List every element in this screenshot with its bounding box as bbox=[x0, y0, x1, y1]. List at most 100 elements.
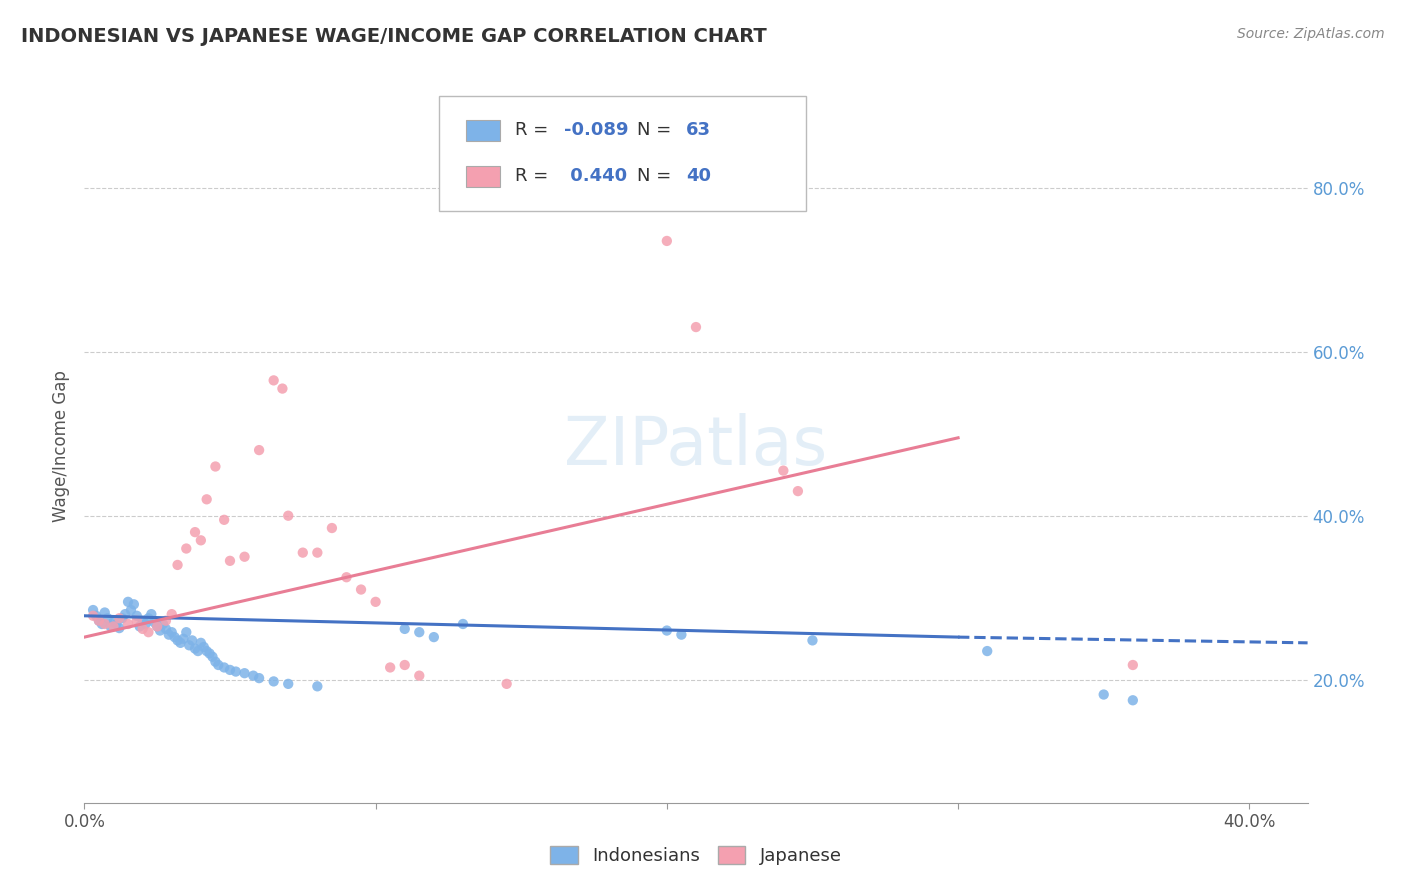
Point bbox=[93, 617, 115, 632]
FancyBboxPatch shape bbox=[465, 120, 501, 141]
Point bbox=[131, 622, 153, 636]
Text: -0.089: -0.089 bbox=[564, 121, 628, 139]
Point bbox=[408, 668, 430, 682]
Point bbox=[160, 607, 183, 622]
Point bbox=[181, 633, 204, 648]
Point bbox=[103, 619, 125, 633]
Point bbox=[263, 373, 285, 387]
Point bbox=[408, 625, 430, 640]
Point bbox=[1092, 688, 1115, 702]
Point bbox=[166, 558, 188, 572]
Point bbox=[163, 630, 186, 644]
FancyBboxPatch shape bbox=[465, 166, 501, 187]
Point bbox=[117, 617, 139, 632]
Point bbox=[335, 570, 357, 584]
Point bbox=[184, 525, 207, 540]
Point bbox=[87, 614, 110, 628]
Point bbox=[204, 459, 226, 474]
Text: Source: ZipAtlas.com: Source: ZipAtlas.com bbox=[1237, 27, 1385, 41]
Point bbox=[146, 619, 169, 633]
Text: R =: R = bbox=[515, 168, 554, 186]
Point bbox=[87, 614, 110, 628]
Point bbox=[172, 632, 194, 646]
Point bbox=[120, 603, 142, 617]
Text: 0.440: 0.440 bbox=[564, 168, 627, 186]
Point bbox=[685, 320, 707, 334]
Point bbox=[155, 622, 177, 636]
Point bbox=[93, 606, 115, 620]
Point bbox=[219, 663, 242, 677]
Point bbox=[271, 382, 294, 396]
Legend: Indonesians, Japanese: Indonesians, Japanese bbox=[543, 838, 849, 872]
Point bbox=[307, 546, 329, 560]
Text: N =: N = bbox=[637, 168, 678, 186]
Point bbox=[233, 549, 256, 564]
Point bbox=[114, 607, 136, 622]
Point bbox=[190, 636, 212, 650]
Point bbox=[394, 622, 416, 636]
Point bbox=[201, 649, 224, 664]
Point bbox=[193, 640, 215, 654]
Text: INDONESIAN VS JAPANESE WAGE/INCOME GAP CORRELATION CHART: INDONESIAN VS JAPANESE WAGE/INCOME GAP C… bbox=[21, 27, 766, 45]
Point bbox=[242, 668, 264, 682]
Point bbox=[97, 611, 120, 625]
Point bbox=[380, 660, 402, 674]
Point bbox=[138, 625, 160, 640]
Point bbox=[233, 666, 256, 681]
Point bbox=[149, 624, 172, 638]
Point bbox=[187, 644, 209, 658]
Point bbox=[117, 595, 139, 609]
Point bbox=[247, 443, 270, 458]
Text: N =: N = bbox=[637, 121, 678, 139]
Point bbox=[277, 677, 299, 691]
Point bbox=[263, 674, 285, 689]
Point bbox=[787, 484, 810, 499]
Point bbox=[212, 660, 235, 674]
Point bbox=[138, 611, 160, 625]
Point bbox=[100, 619, 122, 633]
Point bbox=[364, 595, 387, 609]
Point bbox=[108, 621, 131, 635]
Point bbox=[495, 677, 517, 691]
Point bbox=[772, 464, 794, 478]
Point bbox=[169, 636, 191, 650]
Point bbox=[219, 554, 242, 568]
Point bbox=[321, 521, 343, 535]
Point bbox=[307, 679, 329, 693]
Point bbox=[125, 608, 148, 623]
Point bbox=[125, 614, 148, 628]
Point bbox=[122, 597, 145, 611]
Point bbox=[190, 533, 212, 548]
Point bbox=[423, 630, 446, 644]
Point bbox=[671, 627, 693, 641]
Point bbox=[82, 603, 104, 617]
Point bbox=[103, 615, 125, 630]
Point bbox=[152, 617, 174, 632]
Point bbox=[451, 617, 474, 632]
Text: R =: R = bbox=[515, 121, 554, 139]
Point bbox=[131, 614, 153, 628]
Point bbox=[160, 625, 183, 640]
Point bbox=[84, 608, 107, 623]
Point bbox=[141, 607, 163, 622]
Point bbox=[1122, 693, 1144, 707]
Point bbox=[277, 508, 299, 523]
Point bbox=[90, 617, 112, 632]
Point bbox=[247, 671, 270, 685]
Point bbox=[655, 624, 678, 638]
Y-axis label: Wage/Income Gap: Wage/Income Gap bbox=[52, 370, 70, 522]
Point bbox=[143, 615, 166, 630]
Text: ZIPatlas: ZIPatlas bbox=[564, 413, 828, 479]
Point bbox=[350, 582, 373, 597]
Text: 63: 63 bbox=[686, 121, 711, 139]
Point bbox=[1122, 658, 1144, 673]
Point bbox=[174, 625, 197, 640]
FancyBboxPatch shape bbox=[439, 96, 806, 211]
Point bbox=[174, 541, 197, 556]
Point bbox=[155, 614, 177, 628]
Point bbox=[146, 619, 169, 633]
Point bbox=[204, 655, 226, 669]
Point bbox=[198, 647, 221, 661]
Point bbox=[128, 619, 150, 633]
Point bbox=[655, 234, 678, 248]
